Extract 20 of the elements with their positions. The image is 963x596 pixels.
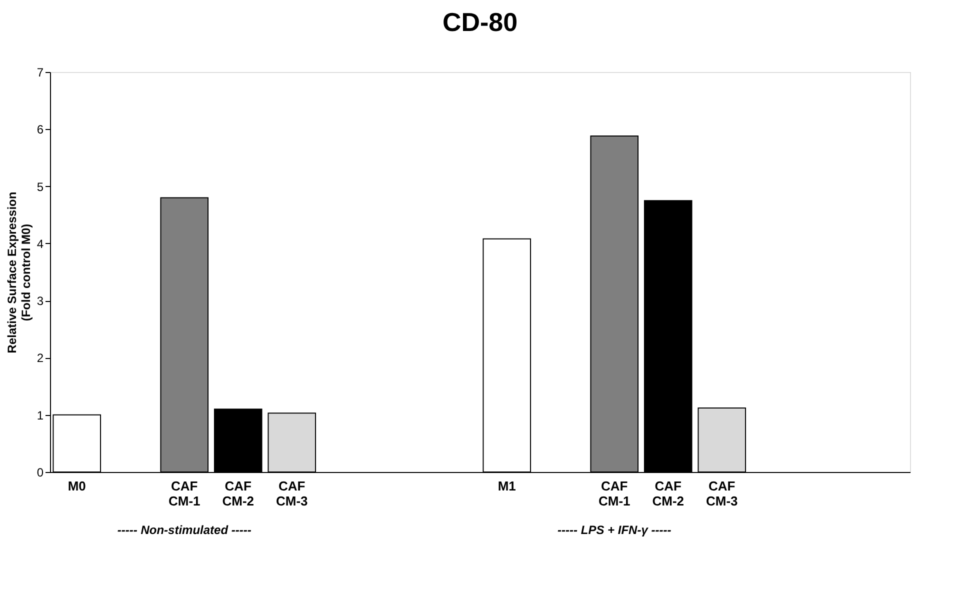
y-tick-label: 1: [36, 408, 44, 422]
y-tick-label: 0: [36, 466, 44, 480]
x-tick-label: M1: [498, 478, 516, 494]
y-tick-label: 4: [36, 236, 44, 251]
x-tick-label: M0: [68, 478, 86, 494]
x-tick-label: CAF CM-2: [652, 478, 684, 508]
x-tick-label: CAF CM-3: [706, 478, 738, 508]
x-tick-label: CAF CM-2: [222, 478, 254, 508]
y-axis-title: Relative Surface Expression (Fold control M0): [4, 192, 33, 354]
y-tick-label: 2: [36, 351, 44, 366]
x-tick-label: CAF CM-1: [598, 478, 630, 508]
y-tick-label: 6: [36, 122, 44, 137]
y-tick-label: 3: [36, 294, 44, 308]
x-tick-label: CAF CM-3: [276, 478, 308, 508]
chart-title: CD-80: [442, 7, 518, 37]
text: ----- LPS + IFN-γ -----: [558, 523, 672, 537]
x-tick-label: CAF CM-1: [168, 478, 200, 508]
y-tick-label: 5: [36, 180, 44, 194]
text: ----- Non-stimulated -----: [117, 523, 252, 537]
y-tick-label: 7: [36, 66, 44, 80]
